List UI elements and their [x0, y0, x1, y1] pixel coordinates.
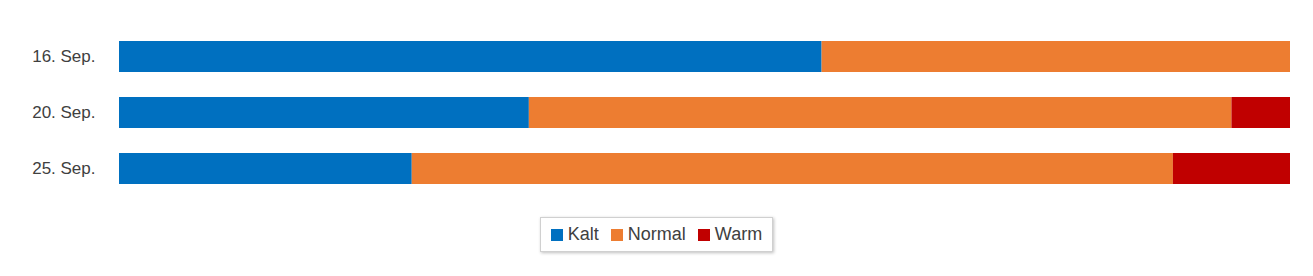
html-text:Warm: Warm: [714, 224, 763, 244]
html-text:Kalt: Kalt: [567, 224, 599, 244]
svg-text:16. Sep.: 16. Sep.: [32, 47, 95, 66]
html-text:Normal: Normal: [627, 224, 686, 244]
svg-text:25. Sep.: 25. Sep.: [32, 159, 95, 178]
svg-text:20. Sep.: 20. Sep.: [32, 103, 95, 122]
